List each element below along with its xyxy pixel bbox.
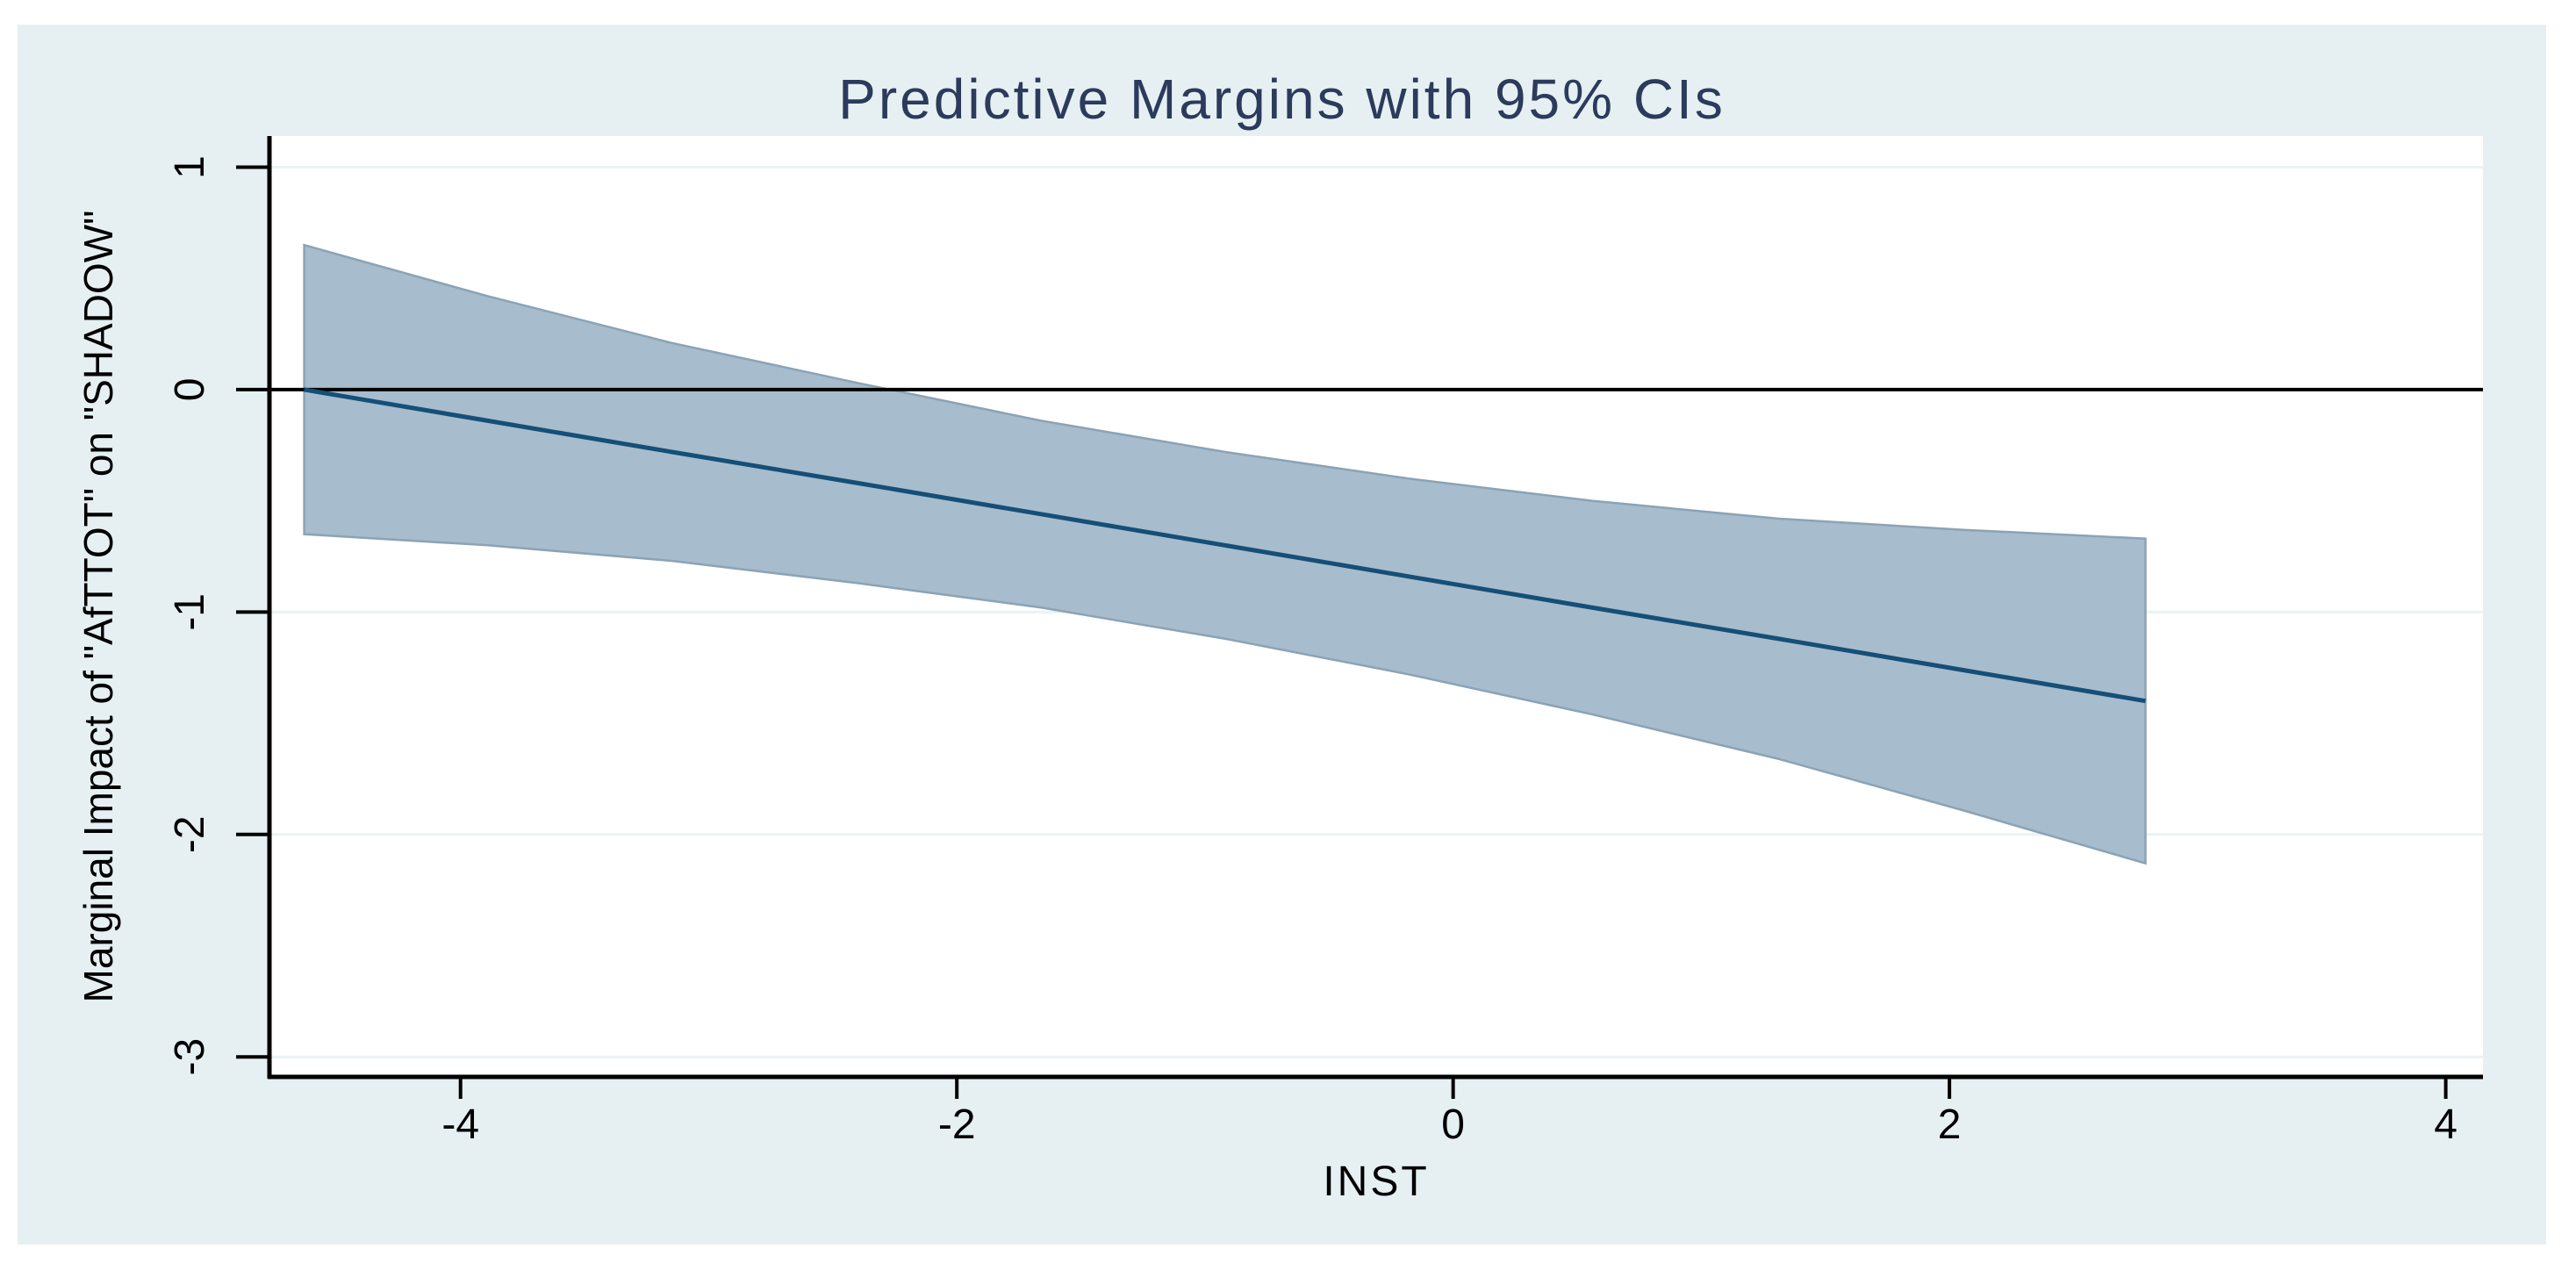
y-tick-label-1: 1: [167, 155, 213, 179]
chart-title: Predictive Margins with 95% CIs: [838, 68, 1726, 131]
x-tick-label-0: 0: [1441, 1101, 1465, 1148]
y-tick-label-0: 0: [167, 378, 213, 402]
margins-line: [304, 387, 2146, 704]
y-tick-label--1: -1: [167, 593, 213, 631]
x-tick-label-4: 4: [2434, 1101, 2458, 1148]
x-tick-label--2: -2: [938, 1101, 976, 1148]
y-tick-label--2: -2: [167, 815, 213, 853]
x-tick-label--4: -4: [441, 1101, 479, 1148]
y-tick-label--3: -3: [167, 1038, 213, 1076]
confidence-band: [303, 243, 2147, 865]
x-axis-title: INST: [1323, 1159, 1429, 1205]
x-tick-label-2: 2: [1938, 1101, 1962, 1148]
y-axis-title: Marginal Impact of "AfTTOT" on "SHADOW": [75, 211, 121, 1003]
